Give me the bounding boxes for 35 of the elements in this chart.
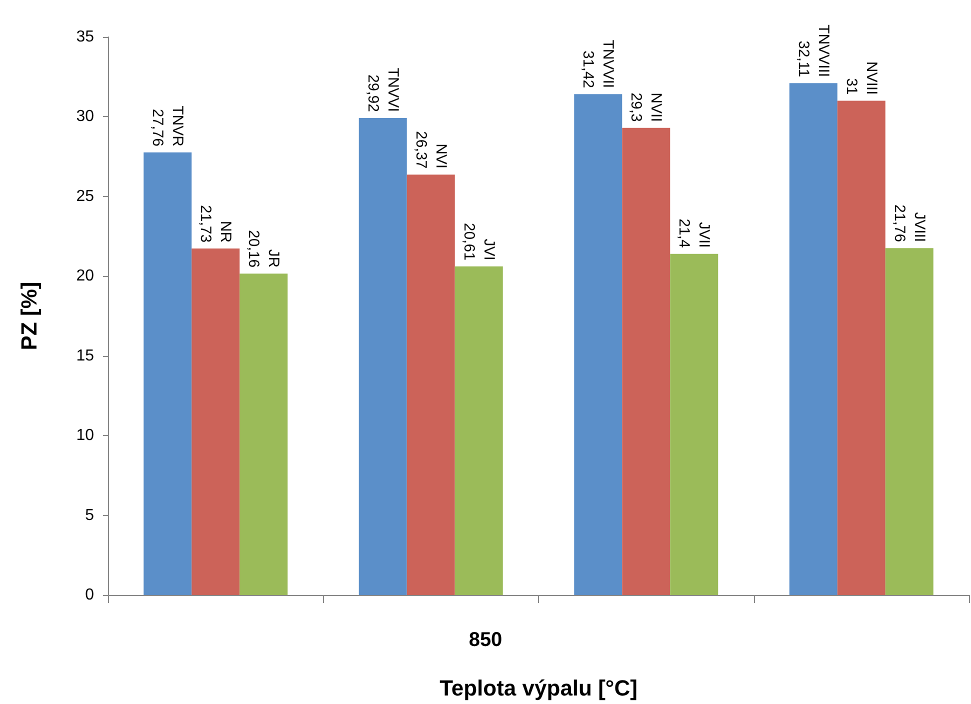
y-axis-title: PZ [%]	[16, 282, 42, 350]
data-label: JVI 20,61	[460, 222, 498, 260]
x-axis-title: Teplota výpalu [°C]	[440, 676, 638, 700]
data-label: TNVVII 31,42	[580, 40, 617, 88]
y-tick-label: 25	[76, 188, 94, 205]
data-label: JVIII 21,76	[890, 204, 928, 242]
data-label: NVI 26,37	[412, 131, 450, 169]
bar	[622, 128, 670, 595]
bar	[406, 174, 455, 595]
bar	[454, 266, 503, 595]
data-label: JVII 21,4	[676, 218, 713, 248]
y-tick-label: 10	[76, 427, 94, 444]
bar	[670, 254, 718, 595]
data-label: TNVR 27,76	[149, 106, 186, 147]
y-tick-label: 30	[76, 108, 94, 126]
data-label: TNVVIII 32,11	[794, 24, 832, 78]
data-label: NVII 29,3	[628, 92, 665, 122]
data-label: TNVVI 29,92	[364, 68, 402, 112]
y-tick-label: 20	[76, 268, 94, 285]
y-tick-label: 15	[76, 347, 94, 364]
bar	[144, 152, 192, 595]
text: 850	[468, 629, 502, 651]
bar	[240, 274, 288, 595]
data-label: JR 20,16	[245, 230, 282, 268]
data-label: NR 21,73	[197, 205, 234, 243]
y-tick-label: 0	[85, 586, 94, 604]
bar	[358, 118, 407, 595]
bar	[192, 248, 240, 595]
data-label: NVIII 31	[842, 61, 880, 95]
bar	[837, 100, 886, 595]
bar	[789, 83, 838, 595]
bar	[885, 248, 934, 595]
bar	[574, 94, 622, 595]
y-tick-label: 5	[85, 506, 94, 524]
y-tick-label: 35	[76, 28, 94, 46]
